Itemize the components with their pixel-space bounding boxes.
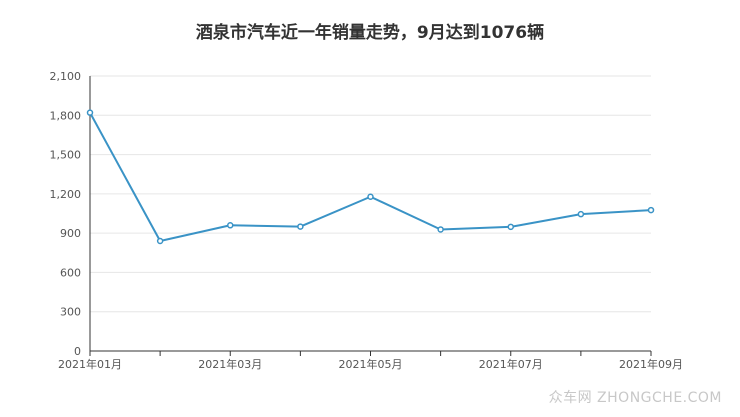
axes	[89, 76, 651, 352]
x-tick-label: 2021年09月	[619, 357, 683, 371]
y-tick-label: 600	[60, 266, 81, 279]
data-point[interactable]	[367, 193, 374, 200]
y-tick-label: 900	[60, 227, 81, 240]
data-point[interactable]	[507, 223, 514, 231]
data-point[interactable]	[577, 210, 585, 218]
y-tick-label: 2,100	[50, 70, 82, 83]
x-tick-label: 2021年05月	[339, 357, 403, 371]
x-tick-label: 2021年01月	[58, 357, 122, 371]
y-tick-label: 300	[60, 306, 81, 319]
series-line	[89, 112, 652, 242]
x-axis-ticks: 2021年01月 2021年03月 2021年05月 2021年07月 2021年09月	[58, 351, 683, 371]
data-point[interactable]	[437, 226, 444, 233]
data-point[interactable]	[297, 223, 304, 230]
watermark-text: 众车网 ZHONGCHE.COM	[548, 390, 722, 406]
y-tick-label: 1,500	[50, 149, 82, 162]
x-tick-label: 2021年07月	[479, 357, 543, 371]
y-tick-label: 0	[74, 345, 81, 358]
chart-title: 酒泉市汽车近一年销量走势，9月达到1076辆	[195, 23, 545, 43]
data-point[interactable]	[86, 109, 94, 116]
series	[86, 109, 655, 245]
x-tick-label: 2021年03月	[198, 357, 262, 371]
data-point[interactable]	[156, 237, 164, 245]
data-point[interactable]	[647, 206, 655, 214]
y-tick-label: 1,200	[50, 188, 82, 201]
y-axis-ticks: 0 300 600 900 1,200 1,500 1,800 2,100	[50, 70, 82, 358]
y-tick-label: 1,800	[50, 109, 82, 122]
data-point[interactable]	[227, 222, 234, 229]
